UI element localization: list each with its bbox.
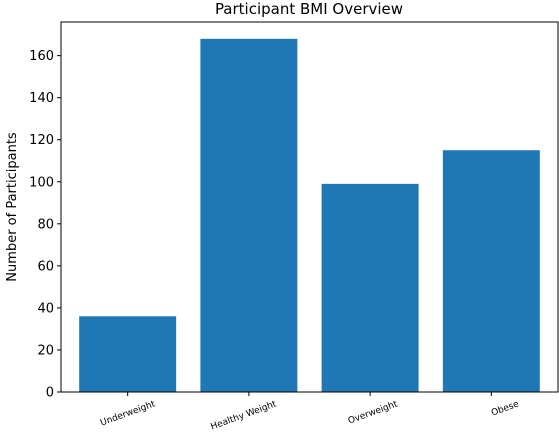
y-tick-label: 60: [37, 259, 54, 274]
x-tick-label: Obese: [490, 399, 521, 418]
y-tick-label: 0: [46, 386, 54, 401]
chart-title: Participant BMI Overview: [215, 0, 403, 18]
y-axis-label: Number of Participants: [5, 132, 20, 282]
y-tick-label: 120: [29, 133, 54, 148]
y-tick-label: 100: [29, 175, 54, 190]
plot-frame: [60, 21, 559, 393]
y-tick-label: 20: [37, 343, 54, 358]
y-tick-label: 40: [37, 301, 54, 316]
bar-healthy-weight: [200, 38, 298, 393]
bar-overweight: [321, 183, 419, 392]
bars-group: [79, 38, 540, 393]
x-tick-label: Healthy Weight: [210, 399, 279, 432]
bar-underweight: [79, 316, 177, 392]
x-tick-label: Overweight: [347, 399, 400, 426]
bar-obese: [442, 150, 540, 392]
x-axis: Underweight Healthy Weight Overweight Obese: [99, 392, 521, 432]
y-tick-label: 80: [37, 217, 54, 232]
x-tick-label: Underweight: [99, 399, 157, 428]
y-tick-label: 140: [29, 91, 54, 106]
y-tick-label: 160: [29, 49, 54, 64]
y-axis: 0 20 40 60 80 100 120 140 160: [29, 49, 61, 401]
